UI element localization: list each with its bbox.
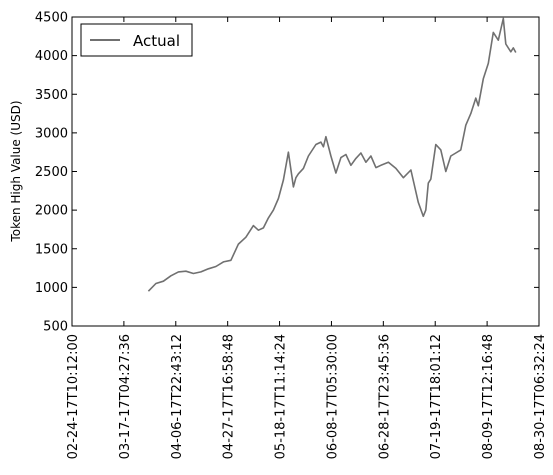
y-tick-label: 500 [43, 320, 68, 335]
x-tick-label: 08-30-17T06:32:24 [533, 334, 548, 459]
x-tick-label: 02-24-17T10:12:00 [66, 334, 81, 459]
x-tick-label: 06-08-17T05:30:00 [325, 334, 340, 459]
legend-label-actual: Actual [133, 32, 180, 50]
y-axis: 500 1000 1500 2000 2500 3000 3500 4000 4500 [35, 11, 539, 335]
y-tick-label: 2000 [35, 204, 68, 219]
plot-area [71, 16, 540, 327]
series-line-actual [147, 17, 517, 292]
y-tick-label: 4500 [35, 11, 68, 26]
x-tick-label: 06-28-17T23:45:36 [377, 334, 392, 459]
x-tick-label: 03-17-17T04:27:36 [118, 334, 133, 459]
x-tick-label: 04-27-17T16:58:48 [222, 334, 237, 459]
x-tick-label: 07-19-17T18:01:12 [429, 334, 444, 459]
y-axis-title: Token High Value (USD) [9, 100, 23, 242]
x-tick-label: 05-18-17T11:14:24 [274, 334, 289, 459]
x-tick-label: 08-09-17T12:16:48 [481, 334, 496, 459]
legend: Actual [80, 23, 193, 57]
y-tick-label: 3000 [35, 126, 68, 141]
y-tick-label: 1000 [35, 281, 68, 296]
y-tick-label: 4000 [35, 49, 68, 64]
x-tick-label: 04-06-17T22:43:12 [170, 334, 185, 459]
y-tick-label: 2500 [35, 165, 68, 180]
y-tick-label: 1500 [35, 242, 68, 257]
y-tick-label: 3500 [35, 88, 68, 103]
x-axis: 02-24-17T10:12:00 03-17-17T04:27:36 04-06-… [66, 17, 548, 459]
